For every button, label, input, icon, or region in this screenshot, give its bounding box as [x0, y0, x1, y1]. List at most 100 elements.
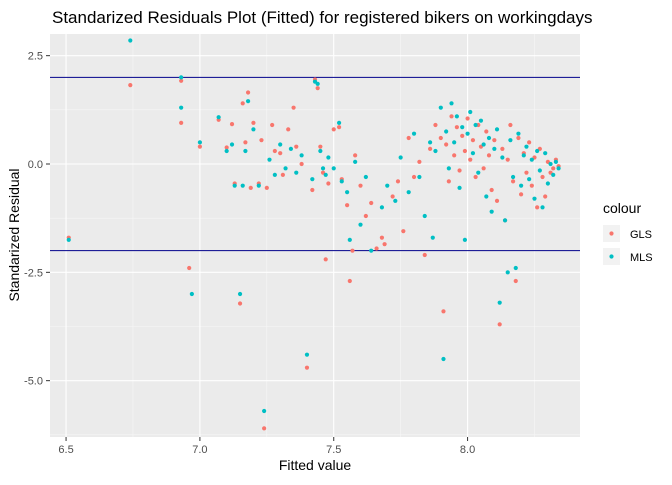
- data-point-mls: [553, 159, 559, 164]
- data-point-mls: [540, 205, 545, 210]
- data-point-gls: [358, 183, 363, 188]
- data-point-mls: [527, 177, 532, 182]
- data-point-gls: [457, 168, 462, 173]
- data-point-mls: [465, 131, 470, 136]
- data-point-mls: [66, 237, 71, 242]
- data-point-mls: [516, 131, 521, 136]
- data-point-gls: [527, 140, 532, 145]
- data-point-mls: [537, 168, 542, 173]
- data-point-gls: [551, 166, 556, 171]
- data-point-gls: [280, 172, 285, 177]
- data-point-gls: [347, 278, 352, 284]
- data-point-gls: [444, 142, 449, 147]
- data-point-mls: [385, 183, 390, 188]
- legend-label-mls: MLS: [630, 252, 653, 264]
- data-point-mls: [556, 166, 561, 171]
- data-point-gls: [462, 148, 467, 154]
- data-point-gls: [519, 192, 524, 197]
- data-point-gls: [452, 153, 457, 158]
- data-point-gls: [428, 146, 433, 151]
- data-point-mls: [267, 157, 272, 162]
- data-point-gls: [500, 146, 505, 151]
- data-point-mls: [452, 140, 457, 145]
- data-point-gls: [286, 127, 291, 132]
- data-point-mls: [417, 174, 422, 180]
- data-point-mls: [513, 265, 518, 271]
- data-point-gls: [470, 138, 476, 143]
- data-point-gls: [454, 125, 459, 130]
- data-point-mls: [473, 122, 478, 128]
- data-point-mls: [243, 148, 248, 154]
- data-point-mls: [358, 222, 363, 227]
- data-point-mls: [197, 140, 202, 145]
- data-point-gls: [272, 148, 277, 154]
- data-point-gls: [237, 301, 243, 306]
- data-point-gls: [345, 203, 350, 208]
- data-point-gls: [395, 179, 401, 184]
- data-point-gls: [510, 179, 516, 184]
- data-point-mls: [318, 148, 323, 154]
- data-point-gls: [264, 185, 269, 190]
- data-point-mls: [323, 172, 328, 177]
- data-point-mls: [216, 115, 221, 120]
- data-point-gls: [245, 90, 251, 95]
- data-point-gls: [363, 213, 368, 219]
- data-point-gls: [353, 153, 358, 158]
- data-point-mls: [502, 218, 508, 223]
- data-point-gls: [179, 120, 184, 125]
- y-tick-label: -2.5: [24, 267, 43, 279]
- data-point-mls: [438, 105, 443, 110]
- data-point-gls: [331, 127, 336, 132]
- data-point-gls: [508, 122, 513, 128]
- x-tick-label: 7.0: [192, 444, 207, 456]
- data-point-gls: [516, 135, 521, 141]
- data-point-mls: [532, 196, 537, 201]
- data-point-mls: [500, 155, 505, 160]
- data-point-mls: [411, 131, 417, 136]
- data-point-mls: [476, 170, 481, 175]
- data-point-gls: [465, 116, 470, 121]
- data-point-mls: [460, 125, 465, 130]
- data-point-mls: [315, 81, 320, 86]
- data-point-mls: [179, 75, 184, 80]
- data-point-mls: [422, 213, 427, 219]
- data-point-gls: [369, 200, 374, 206]
- data-point-mls: [283, 166, 288, 171]
- data-point-gls: [481, 166, 486, 171]
- plot-panel: [50, 34, 580, 437]
- data-point-gls: [336, 125, 342, 130]
- data-point-gls: [318, 144, 323, 149]
- data-point-gls: [486, 153, 492, 158]
- data-point-gls: [473, 174, 478, 180]
- data-point-gls: [446, 179, 451, 184]
- data-point-mls: [468, 109, 473, 115]
- data-point-gls: [262, 426, 267, 431]
- data-point-gls: [224, 145, 229, 150]
- x-tick-label: 6.5: [58, 444, 73, 456]
- data-point-mls: [347, 237, 352, 242]
- data-point-mls: [505, 270, 510, 275]
- data-point-gls: [438, 135, 443, 141]
- data-point-mls: [497, 300, 502, 305]
- data-point-gls: [543, 194, 548, 199]
- data-point-gls: [468, 157, 473, 162]
- data-point-mls: [446, 166, 451, 171]
- data-point-gls: [179, 78, 184, 83]
- data-point-mls: [535, 148, 540, 154]
- x-tick-label: 8.0: [460, 444, 475, 456]
- data-point-mls: [232, 183, 237, 188]
- data-point-gls: [315, 86, 320, 91]
- legend-label-gls: GLS: [630, 229, 652, 241]
- data-point-gls: [417, 159, 422, 164]
- data-point-mls: [441, 356, 446, 362]
- data-point-gls: [197, 144, 202, 149]
- reference-lines: [50, 76, 580, 252]
- data-point-gls: [240, 101, 245, 106]
- data-point-mls: [489, 209, 494, 214]
- legend-swatch-gls: [609, 231, 614, 236]
- data-point-mls: [492, 146, 497, 151]
- data-point-gls: [441, 309, 446, 314]
- data-point-mls: [251, 127, 256, 132]
